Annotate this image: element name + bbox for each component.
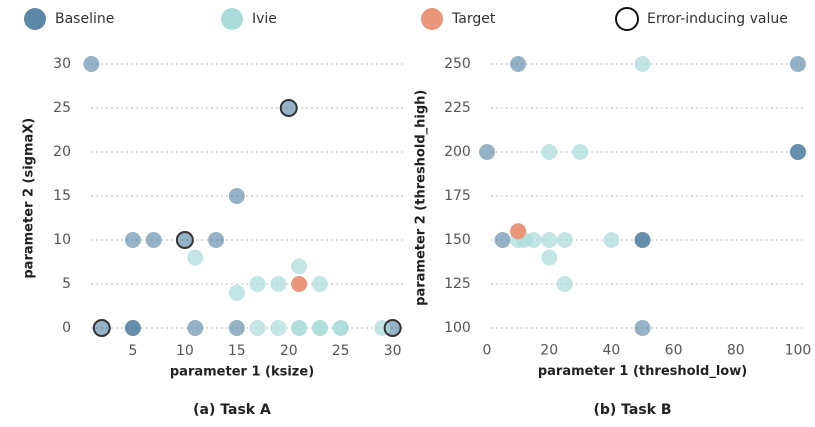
x-tick-label: 10 xyxy=(176,343,194,359)
y-tick-label: 0 xyxy=(62,320,71,336)
y-tick-label: 25 xyxy=(53,100,71,116)
point xyxy=(124,232,141,248)
x-axis-label: parameter 1 (threshold_low) xyxy=(538,364,747,379)
point xyxy=(603,231,620,248)
legend-marker xyxy=(24,8,46,30)
point xyxy=(494,231,511,248)
y-tick-label: 200 xyxy=(444,144,471,160)
point xyxy=(93,320,110,336)
y-axis-label: parameter 2 (sigmaX) xyxy=(22,118,37,279)
point xyxy=(789,143,806,160)
x-tick-label: 15 xyxy=(228,343,246,359)
point xyxy=(541,143,558,160)
y-tick-label: 20 xyxy=(53,144,71,160)
point xyxy=(124,320,141,336)
point xyxy=(291,276,308,292)
x-tick-label: 0 xyxy=(483,342,492,358)
point xyxy=(541,231,558,248)
point xyxy=(479,143,496,160)
point xyxy=(249,320,266,336)
y-tick-label: 30 xyxy=(53,56,71,72)
point xyxy=(556,231,573,248)
y-tick-label: 100 xyxy=(444,320,471,336)
point xyxy=(556,275,573,292)
y-tick-label: 150 xyxy=(444,232,471,248)
y-tick-label: 225 xyxy=(444,100,471,116)
point xyxy=(187,249,204,266)
point xyxy=(176,232,193,248)
y-axis-label: parameter 2 (threshold_high) xyxy=(413,90,428,306)
point xyxy=(228,320,245,336)
point xyxy=(83,56,100,72)
point xyxy=(291,258,308,275)
error-marker xyxy=(383,319,402,337)
legend-label: Ivie xyxy=(252,11,277,27)
legend-label: Error-inducing value xyxy=(647,11,788,27)
point xyxy=(634,319,651,336)
point xyxy=(249,276,266,292)
error-marker xyxy=(279,99,298,117)
y-tick-label: 10 xyxy=(53,232,71,248)
x-tick-label: 20 xyxy=(540,342,558,358)
legend-label: Baseline xyxy=(55,11,114,27)
y-tick-label: 250 xyxy=(444,56,471,72)
x-tick-label: 20 xyxy=(280,343,298,359)
point xyxy=(311,276,328,292)
x-tick-label: 100 xyxy=(785,342,812,358)
point xyxy=(270,320,287,336)
legend-marker xyxy=(221,8,243,30)
x-axis-label: parameter 1 (ksize) xyxy=(170,365,314,380)
y-tick-label: 15 xyxy=(53,188,71,204)
y-tick-label: 125 xyxy=(444,276,471,292)
point xyxy=(332,320,349,336)
point xyxy=(510,55,527,72)
point xyxy=(572,143,589,160)
point xyxy=(228,284,245,301)
point xyxy=(145,232,162,248)
point xyxy=(280,100,297,116)
point xyxy=(291,320,308,336)
point xyxy=(187,320,204,336)
y-tick-label: 175 xyxy=(444,188,471,204)
legend-label: Target xyxy=(451,11,496,27)
x-tick-label: 25 xyxy=(332,343,350,359)
x-tick-label: 60 xyxy=(665,342,683,358)
y-tick-label: 5 xyxy=(62,276,71,292)
x-tick-label: 5 xyxy=(128,343,137,359)
legend-marker xyxy=(421,8,443,30)
chart-caption: (a) Task A xyxy=(193,402,271,418)
point xyxy=(208,232,225,248)
point xyxy=(311,320,328,336)
legend-marker xyxy=(615,7,639,31)
point xyxy=(510,223,527,240)
x-tick-label: 30 xyxy=(384,343,402,359)
point xyxy=(634,231,651,248)
point xyxy=(789,55,806,72)
point xyxy=(541,249,558,266)
point xyxy=(634,55,651,72)
x-tick-label: 80 xyxy=(727,342,745,358)
point xyxy=(270,276,287,292)
point xyxy=(228,188,245,204)
x-tick-label: 40 xyxy=(602,342,620,358)
error-marker xyxy=(92,319,111,337)
chart-caption: (b) Task B xyxy=(593,402,671,418)
error-marker xyxy=(175,231,194,249)
